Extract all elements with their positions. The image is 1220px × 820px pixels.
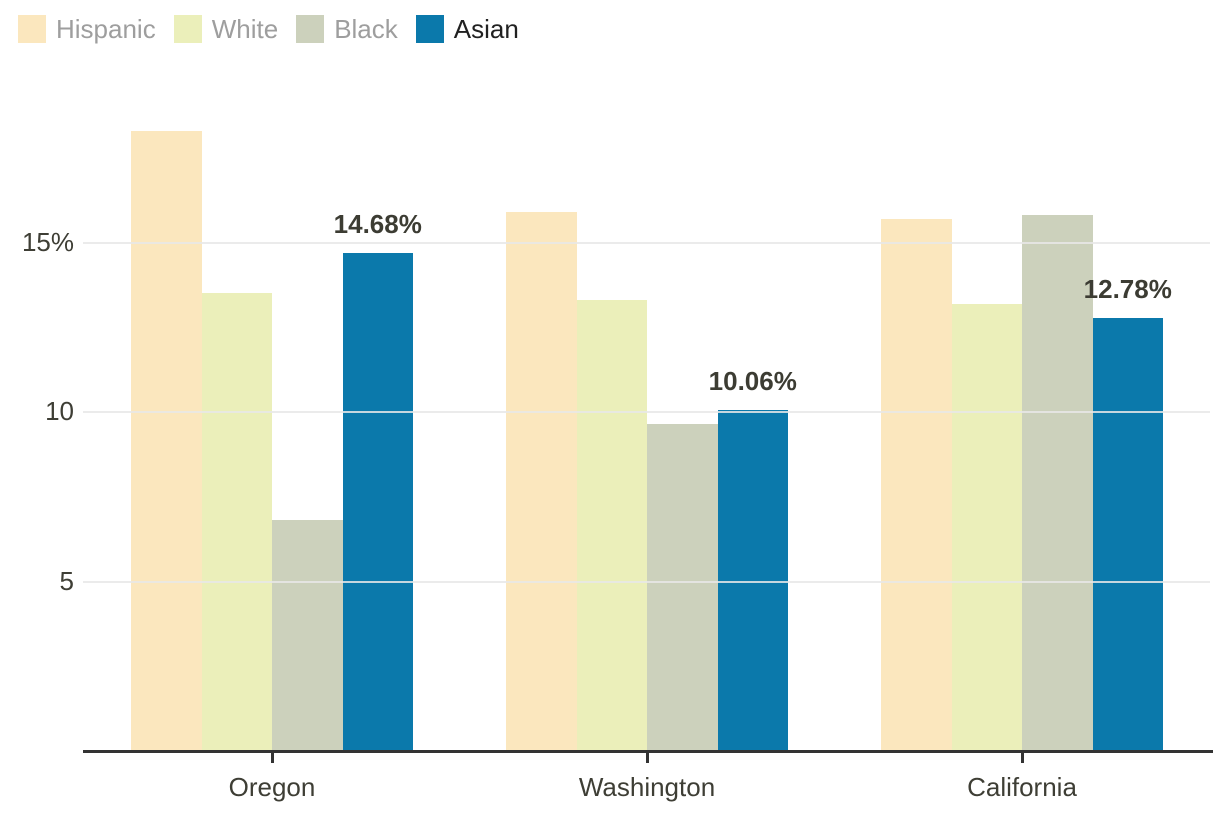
bar-hispanic-oregon[interactable] xyxy=(131,130,202,751)
bar-black-washington[interactable] xyxy=(647,423,718,751)
legend-label-white: White xyxy=(211,14,279,44)
y-axis-tick-label: 5 xyxy=(59,565,74,596)
x-axis-label-california: California xyxy=(967,772,1077,802)
gridline-15 xyxy=(83,241,1210,244)
gridline-10 xyxy=(83,411,1210,413)
bar-white-california[interactable] xyxy=(951,303,1022,751)
x-axis-line xyxy=(83,750,1213,753)
x-axis-label-washington: Washington xyxy=(578,772,716,802)
chart-legend: Hispanic White Black Asian xyxy=(18,14,519,44)
bar-white-oregon[interactable] xyxy=(201,293,272,751)
x-axis-tick-mark xyxy=(646,752,649,763)
x-axis-tick-mark xyxy=(271,752,274,763)
legend-item-white[interactable]: White xyxy=(173,14,279,44)
bar-hispanic-washington[interactable] xyxy=(506,211,577,751)
bar-white-washington[interactable] xyxy=(576,300,647,751)
legend-swatch-asian xyxy=(415,15,444,43)
legend-item-black[interactable]: Black xyxy=(296,14,398,44)
data-label-asian-california: 12.78% xyxy=(1083,273,1172,304)
legend-swatch-hispanic xyxy=(18,15,46,43)
y-axis-tick-label: 10 xyxy=(45,396,74,426)
bar-asian-washington[interactable] xyxy=(717,409,788,751)
x-axis-label-oregon: Oregon xyxy=(228,772,316,802)
bar-hispanic-california[interactable] xyxy=(881,218,952,751)
y-axis-tick-label: 15% xyxy=(21,226,74,257)
legend-label-hispanic: Hispanic xyxy=(56,14,156,44)
legend-item-asian[interactable]: Asian xyxy=(415,14,519,44)
bar-black-oregon[interactable] xyxy=(272,520,343,751)
legend-swatch-black xyxy=(296,15,325,43)
gridline-5 xyxy=(83,580,1210,583)
x-axis-tick-mark xyxy=(1021,752,1024,763)
legend-item-hispanic[interactable]: Hispanic xyxy=(18,14,156,44)
bar-black-california[interactable] xyxy=(1022,215,1093,751)
bar-asian-california[interactable] xyxy=(1092,317,1163,751)
data-label-asian-oregon: 14.68% xyxy=(333,209,422,240)
legend-label-asian: Asian xyxy=(453,14,519,44)
bar-asian-oregon[interactable] xyxy=(342,253,413,751)
data-label-asian-washington: 10.06% xyxy=(708,365,797,396)
legend-swatch-white xyxy=(173,15,202,43)
legend-label-black: Black xyxy=(334,14,398,44)
